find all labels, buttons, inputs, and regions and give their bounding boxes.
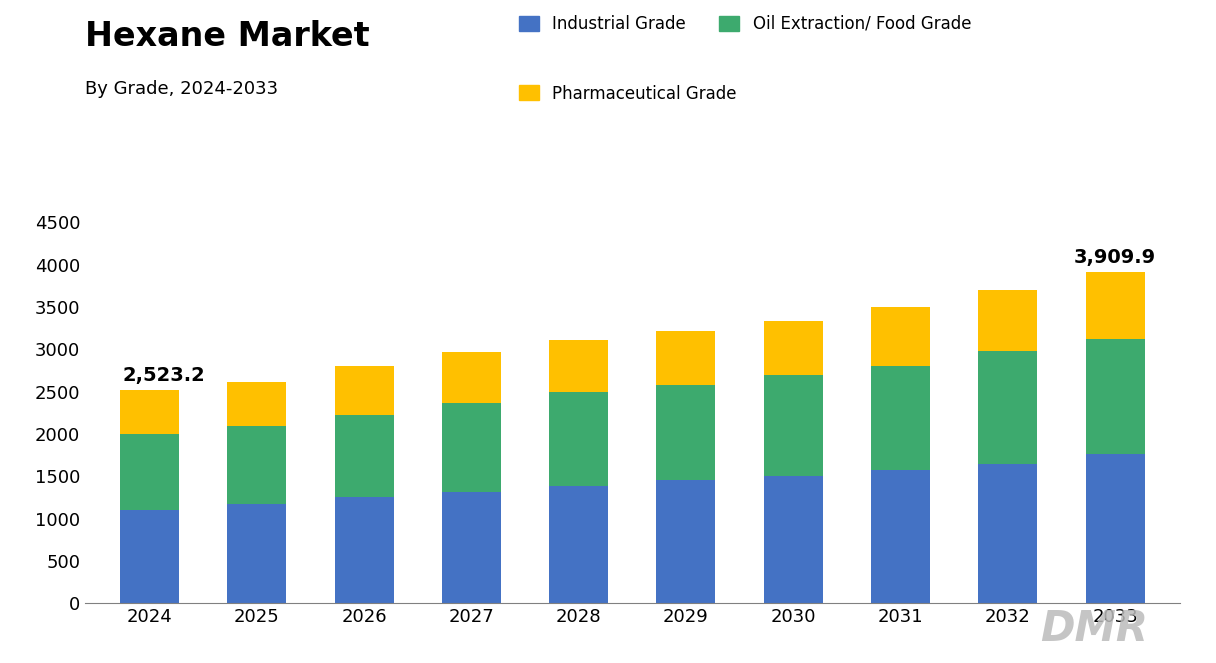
Bar	[441, 493, 501, 603]
Legend: Industrial Grade, Oil Extraction/ Food Grade: Industrial Grade, Oil Extraction/ Food G…	[519, 15, 972, 33]
Bar	[550, 392, 608, 486]
Bar	[227, 382, 286, 426]
Bar	[657, 480, 715, 603]
Bar	[334, 367, 394, 414]
Bar	[227, 504, 286, 603]
Text: 2,523.2: 2,523.2	[123, 366, 206, 385]
Bar	[657, 331, 715, 385]
Bar	[1086, 454, 1144, 603]
Bar	[871, 367, 930, 471]
Text: DMR: DMR	[1040, 608, 1148, 650]
Bar	[441, 352, 501, 403]
Bar	[871, 307, 930, 367]
Bar	[764, 375, 823, 475]
Text: By Grade, 2024-2033: By Grade, 2024-2033	[85, 80, 278, 97]
Bar	[334, 414, 394, 497]
Bar	[979, 290, 1037, 351]
Bar	[871, 471, 930, 603]
Bar	[979, 463, 1037, 603]
Bar	[979, 351, 1037, 463]
Bar	[550, 339, 608, 392]
Bar	[120, 434, 179, 511]
Bar	[120, 511, 179, 603]
Legend: Pharmaceutical Grade: Pharmaceutical Grade	[519, 85, 737, 103]
Bar	[334, 497, 394, 603]
Bar	[764, 321, 823, 375]
Bar	[227, 426, 286, 504]
Bar	[1086, 272, 1144, 339]
Bar	[120, 390, 179, 434]
Bar	[764, 475, 823, 603]
Bar	[657, 385, 715, 480]
Text: Hexane Market: Hexane Market	[85, 20, 370, 53]
Text: 3,909.9: 3,909.9	[1074, 249, 1156, 267]
Bar	[550, 486, 608, 603]
Bar	[441, 403, 501, 493]
Bar	[1086, 339, 1144, 454]
